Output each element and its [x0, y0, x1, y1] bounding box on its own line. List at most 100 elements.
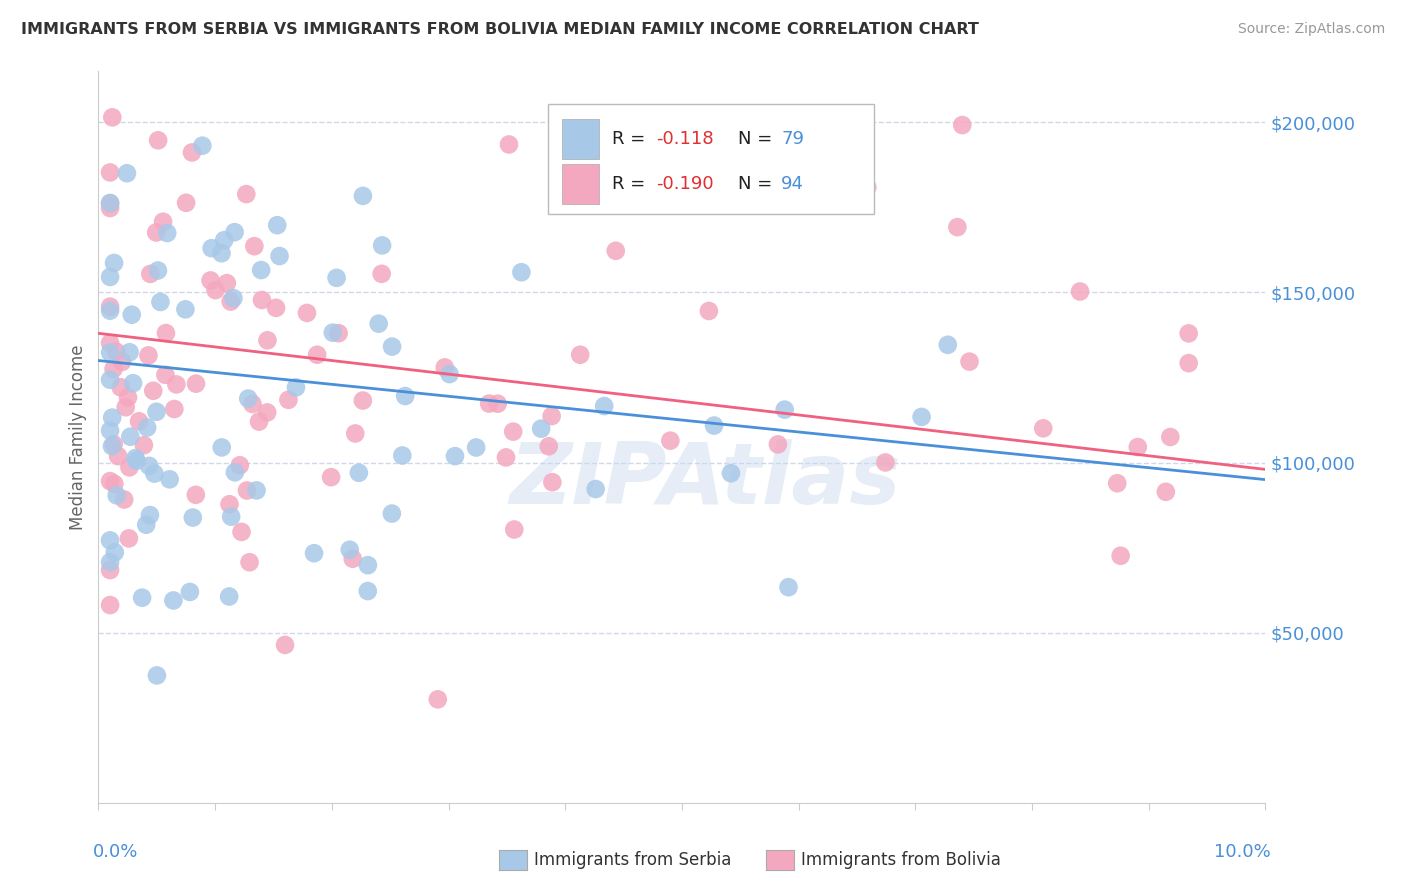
Point	[245, 483, 267, 498]
Text: Source: ZipAtlas.com: Source: ZipAtlas.com	[1237, 22, 1385, 37]
Point	[118, 345, 141, 359]
Text: R =: R =	[612, 175, 651, 193]
Point	[110, 380, 132, 394]
Point	[98, 533, 121, 548]
Point	[1177, 326, 1199, 341]
Point	[204, 283, 226, 297]
Point	[585, 482, 607, 496]
Point	[120, 430, 142, 444]
Point	[124, 451, 146, 466]
Point	[117, 391, 139, 405]
Point	[269, 249, 291, 263]
Point	[236, 483, 259, 498]
Point	[125, 454, 148, 468]
Point	[184, 488, 207, 502]
Point	[1107, 476, 1129, 491]
Point	[152, 215, 174, 229]
Point	[156, 226, 179, 240]
Point	[593, 399, 616, 413]
Point	[495, 450, 517, 465]
Point	[537, 439, 560, 453]
Point	[174, 195, 197, 210]
Point	[256, 333, 278, 347]
Point	[184, 376, 207, 391]
Point	[238, 392, 260, 406]
Point	[274, 638, 297, 652]
Point	[139, 508, 162, 522]
Point	[132, 438, 155, 452]
Text: IMMIGRANTS FROM SERBIA VS IMMIGRANTS FROM BOLIVIA MEDIAN FAMILY INCOME CORRELATI: IMMIGRANTS FROM SERBIA VS IMMIGRANTS FRO…	[21, 22, 979, 37]
Point	[101, 410, 124, 425]
Point	[191, 138, 214, 153]
Point	[121, 308, 143, 322]
Point	[367, 317, 389, 331]
Point	[212, 233, 235, 247]
Point	[250, 293, 273, 307]
Point	[139, 267, 162, 281]
Point	[101, 111, 124, 125]
Point	[201, 241, 224, 255]
Point	[703, 418, 725, 433]
Text: Immigrants from Bolivia: Immigrants from Bolivia	[801, 851, 1001, 869]
Point	[242, 397, 264, 411]
Point	[181, 145, 204, 160]
Point	[264, 301, 287, 315]
Point	[478, 396, 501, 410]
Point	[319, 470, 342, 484]
Point	[98, 196, 121, 211]
Point	[1032, 421, 1054, 435]
Point	[1154, 484, 1177, 499]
Point	[219, 509, 242, 524]
Point	[778, 580, 800, 594]
Point	[394, 389, 416, 403]
Point	[98, 424, 121, 438]
Point	[1177, 356, 1199, 370]
Point	[540, 409, 562, 423]
Point	[381, 507, 404, 521]
FancyBboxPatch shape	[562, 119, 599, 160]
Text: 10.0%: 10.0%	[1215, 843, 1271, 861]
Point	[307, 348, 329, 362]
Point	[136, 420, 159, 434]
Point	[104, 545, 127, 559]
Point	[325, 271, 347, 285]
Point	[155, 368, 177, 382]
Point	[773, 402, 796, 417]
Point	[339, 542, 361, 557]
Point	[285, 380, 308, 394]
Text: Immigrants from Serbia: Immigrants from Serbia	[534, 851, 731, 869]
Point	[720, 467, 742, 481]
Point	[371, 238, 394, 252]
Point	[256, 405, 278, 419]
Point	[103, 437, 125, 451]
Text: -0.190: -0.190	[657, 175, 714, 193]
Point	[856, 180, 879, 194]
Point	[200, 273, 222, 287]
Point	[218, 590, 240, 604]
Text: 79: 79	[782, 130, 804, 148]
Text: 94: 94	[782, 175, 804, 193]
Point	[243, 239, 266, 253]
Point	[605, 244, 627, 258]
Point	[946, 220, 969, 235]
Point	[98, 336, 121, 351]
Point	[211, 246, 233, 260]
Point	[118, 532, 141, 546]
Point	[503, 523, 526, 537]
Point	[128, 414, 150, 428]
Point	[530, 422, 553, 436]
Point	[936, 338, 959, 352]
Point	[433, 360, 456, 375]
Point	[149, 295, 172, 310]
Text: ZIPAtlas: ZIPAtlas	[509, 440, 901, 523]
Point	[302, 546, 325, 560]
Point	[211, 441, 233, 455]
Point	[569, 348, 592, 362]
Point	[247, 415, 270, 429]
Point	[357, 584, 380, 599]
Point	[98, 196, 121, 211]
Point	[146, 133, 169, 147]
FancyBboxPatch shape	[548, 104, 875, 214]
Point	[98, 270, 121, 285]
Text: N =: N =	[738, 175, 778, 193]
